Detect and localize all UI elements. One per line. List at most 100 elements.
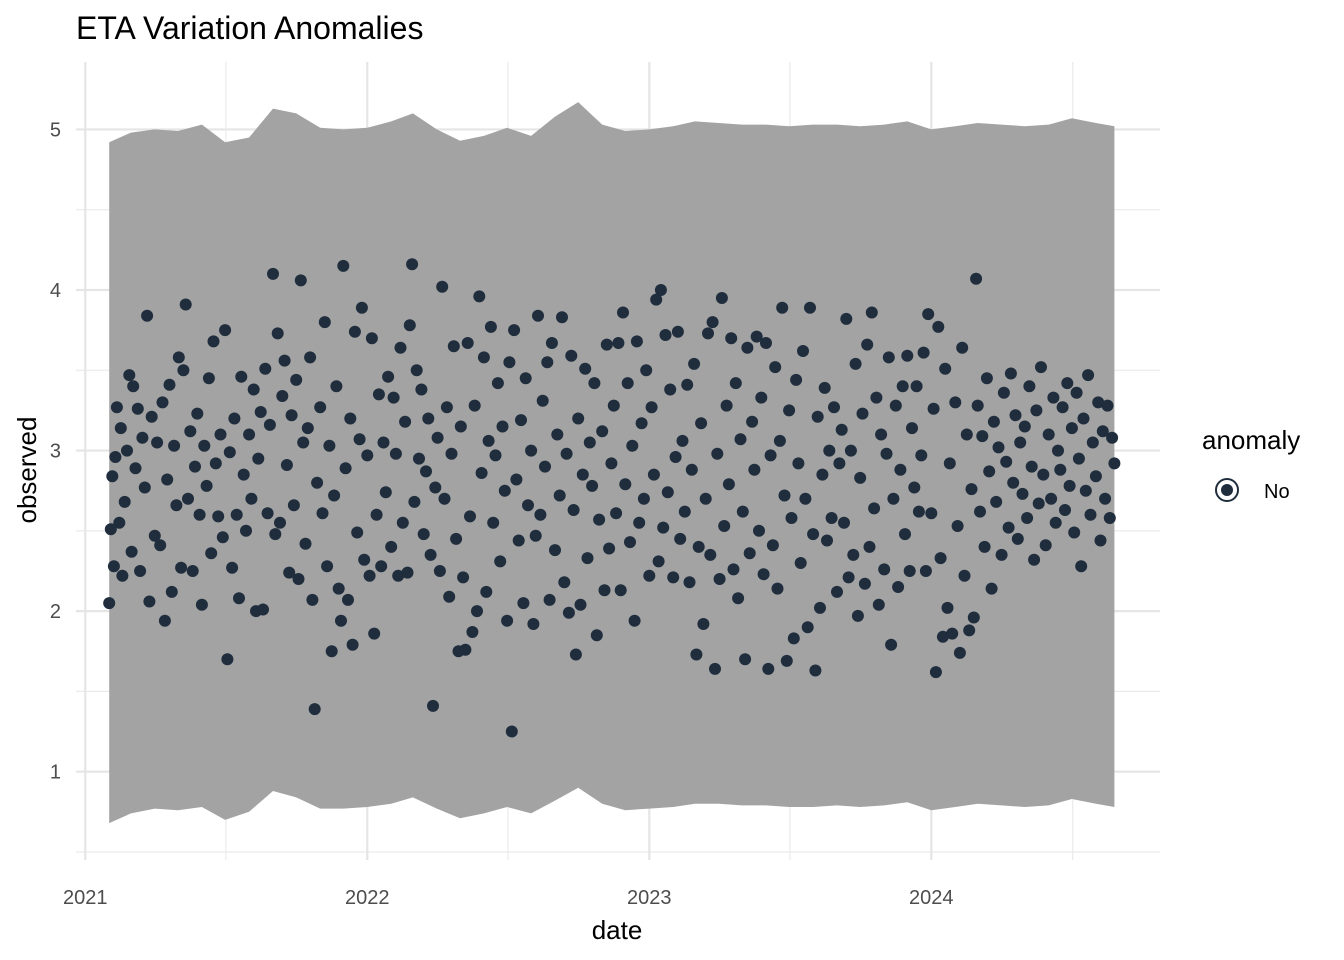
data-point <box>683 576 696 589</box>
data-point <box>1030 404 1043 417</box>
data-point <box>1049 516 1062 529</box>
data-point <box>337 259 350 272</box>
legend-key-dot <box>1221 484 1233 496</box>
data-point <box>645 401 658 414</box>
data-point <box>431 431 444 444</box>
data-point <box>657 521 670 534</box>
data-point <box>118 495 131 508</box>
data-point <box>104 523 117 536</box>
data-point <box>760 337 772 349</box>
data-point <box>545 337 558 349</box>
data-point <box>145 410 158 423</box>
data-point <box>799 492 812 505</box>
data-point <box>318 316 331 329</box>
data-point <box>811 410 824 423</box>
data-point <box>536 394 549 407</box>
data-point <box>1039 539 1052 552</box>
data-point <box>200 479 213 492</box>
data-point <box>858 577 871 590</box>
data-point <box>664 383 677 396</box>
data-point <box>562 606 575 619</box>
data-point <box>228 412 241 425</box>
data-point <box>517 597 530 610</box>
data-point <box>816 468 829 481</box>
data-point <box>440 401 453 414</box>
data-point <box>103 597 116 610</box>
data-point <box>212 510 225 523</box>
data-point <box>551 428 564 441</box>
data-point <box>992 441 1005 454</box>
data-point <box>702 327 714 340</box>
data-point <box>459 643 472 656</box>
data-point <box>783 404 796 417</box>
data-point <box>910 380 923 393</box>
data-point <box>951 520 964 532</box>
data-point <box>335 614 347 627</box>
data-point <box>330 380 343 393</box>
data-point <box>375 560 388 573</box>
data-point <box>619 478 632 491</box>
data-point <box>671 325 684 338</box>
data-point <box>970 272 983 285</box>
data-point <box>583 436 596 449</box>
data-point <box>221 653 234 666</box>
data-point <box>534 508 547 521</box>
data-point <box>764 449 777 462</box>
data-point <box>630 335 643 348</box>
data-point <box>917 346 930 359</box>
data-point <box>953 646 966 659</box>
data-point <box>361 449 374 462</box>
data-point <box>377 436 390 449</box>
data-point <box>971 399 984 412</box>
data-point <box>667 571 680 584</box>
data-point <box>787 632 800 645</box>
data-point <box>980 372 993 385</box>
data-point <box>654 284 667 296</box>
data-point <box>588 377 601 390</box>
data-point <box>141 309 154 322</box>
data-point <box>339 462 352 475</box>
data-point <box>560 447 573 460</box>
data-point <box>925 507 938 520</box>
data-point <box>179 298 192 311</box>
data-point <box>1108 457 1121 470</box>
data-point <box>332 582 345 595</box>
data-point <box>385 540 398 553</box>
data-point <box>828 401 840 414</box>
data-point <box>720 399 733 412</box>
data-point <box>247 383 260 396</box>
data-point <box>503 356 516 369</box>
data-point <box>579 362 592 375</box>
data-point <box>603 542 616 555</box>
data-point <box>840 312 853 325</box>
data-point <box>127 380 140 393</box>
data-point <box>151 436 164 449</box>
data-point <box>271 327 284 340</box>
data-point <box>417 528 430 541</box>
data-point <box>637 492 650 505</box>
data-point <box>358 553 371 566</box>
data-point <box>505 725 518 738</box>
data-point <box>294 274 307 287</box>
data-point <box>219 324 232 337</box>
data-point <box>1072 452 1085 465</box>
data-point <box>922 308 935 321</box>
data-point <box>1068 526 1081 539</box>
data-point <box>626 439 639 452</box>
data-point <box>276 390 289 402</box>
data-point <box>292 573 305 585</box>
data-point <box>681 378 694 391</box>
data-point <box>652 555 665 568</box>
data-point <box>382 370 395 383</box>
data-point <box>123 369 136 382</box>
data-point <box>967 611 980 624</box>
data-point <box>1096 425 1109 438</box>
data-point <box>131 402 144 415</box>
legend-key-ring <box>1215 478 1239 502</box>
data-point <box>445 447 458 460</box>
data-point <box>259 362 272 375</box>
data-point <box>1018 420 1031 433</box>
data-point <box>489 449 502 462</box>
data-point <box>835 423 848 436</box>
data-point <box>525 444 538 457</box>
